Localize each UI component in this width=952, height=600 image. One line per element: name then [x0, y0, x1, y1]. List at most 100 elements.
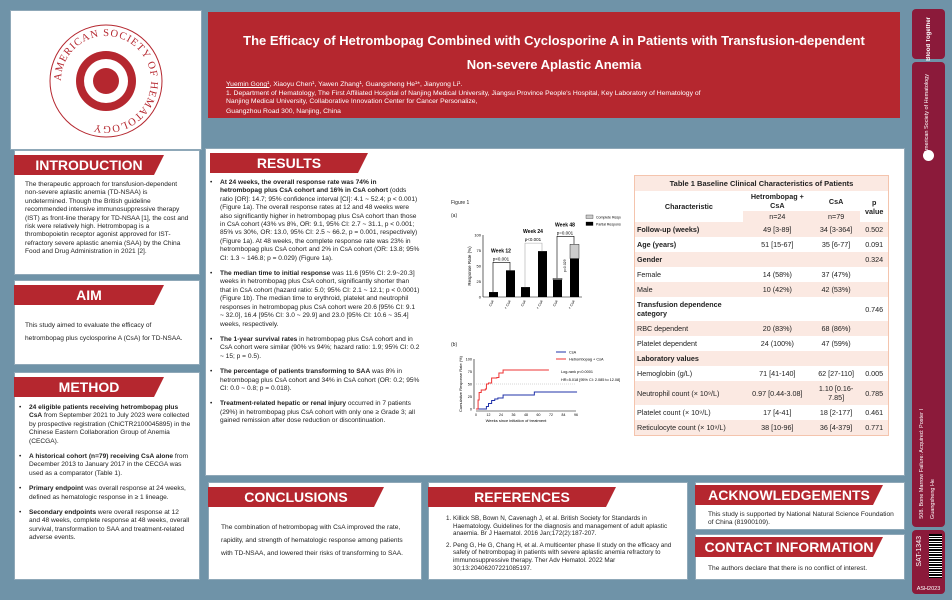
x-tick-label: 84	[562, 413, 566, 417]
x-tick-label: CsA	[488, 299, 495, 307]
cell-csa: 34 [3-364]	[819, 225, 853, 234]
x-axis-label: Weeks since initiation of treatment	[486, 418, 548, 423]
table-row: Platelet dependent 24 (100%) 47 (59%)	[635, 336, 888, 351]
cell-label: Age (years)	[637, 240, 677, 249]
table-row: Age (years) 51 [15-67] 35 [6-77] 0.091	[635, 237, 888, 252]
contact-text: The authors declare that there is no con…	[708, 565, 868, 572]
cell-csa: 18 [2-177]	[819, 408, 853, 417]
legend-swatch	[585, 221, 594, 226]
method-item: 24 eligible patients receiving hetrombop…	[17, 404, 191, 446]
results-section: RESULTS At 24 weeks, the overall respons…	[205, 148, 905, 476]
table-row: Reticulocyte count (× 10⁹/L) 38 [10-96] 36…	[635, 420, 888, 435]
legend-label: CsA	[569, 351, 577, 355]
brand-badge: Better Blood Together	[912, 9, 945, 80]
col-hetrombopag: Hetrombopag + CsA	[750, 192, 804, 210]
table-row: RBC dependent 20 (83%) 68 (86%)	[635, 321, 888, 336]
cell-het: 51 [15-67]	[761, 240, 794, 249]
n-csa: n=79	[828, 212, 845, 221]
acknowledgements-section: ACKNOWLEDGEMENTS This study is supported…	[695, 482, 905, 530]
cell-p: 0.785	[865, 388, 884, 398]
poster-title-line2: Non-severe Aplastic Anemia	[466, 57, 642, 72]
references-list: Killick SB, Bown N, Cavenagh J, et al. B…	[453, 515, 679, 572]
table-row: Laboratory values	[635, 351, 888, 366]
bar-partial-response	[553, 279, 562, 297]
cell-label: Female	[637, 270, 661, 279]
x-tick-label: CsA	[520, 299, 527, 307]
cell-label: Platelet count (× 10⁹/L)	[637, 408, 711, 417]
presenter-name: Guangsheng He	[930, 478, 936, 519]
method-list: 24 eligible patients receiving hetrombop…	[17, 404, 191, 543]
cell-het: 0.97 [0.44-3.08]	[752, 388, 803, 398]
bar-partial-response	[506, 270, 515, 297]
conclusions-heading: CONCLUSIONS	[208, 487, 384, 507]
y-tick-label: 50	[477, 264, 482, 269]
y-tick-label: 25	[468, 395, 472, 399]
cell-p: 0.502	[865, 225, 884, 234]
bar-partial-response	[521, 287, 530, 297]
x-tick-label: 96	[574, 413, 578, 417]
y-tick-label: 25	[477, 279, 482, 284]
km-curve	[476, 369, 549, 410]
co-authors: , Xiaoyu Chen¹, Yawen Zhang¹, Guangsheng…	[269, 81, 463, 88]
affiliation: 1. Department of Hematology, The First A…	[226, 89, 701, 106]
cell-het: 24 (100%)	[760, 339, 794, 348]
col-characteristic: Characteristic	[664, 202, 713, 211]
poster-title: The Efficacy of Hetrombopag Combined wit…	[243, 33, 865, 48]
figure-title: Figure 1	[451, 200, 470, 206]
cell-label: Male	[637, 285, 653, 294]
cell-csa: 62 [27-110]	[818, 369, 855, 378]
authors: Yuemin Gong¹, Xiaoyu Chen¹, Yawen Zhang¹…	[226, 81, 706, 90]
p-value-label: p<0.001	[493, 256, 510, 261]
method-section: METHOD 24 eligible patients receiving he…	[14, 372, 200, 580]
cell-label: Neutrophil count (× 10⁹/L)	[637, 388, 720, 398]
poster-id-badge: SAT-1343 ASH2023	[912, 530, 945, 594]
cell-csa	[812, 252, 861, 267]
logo-panel: AMERICAN SOCIETY OF HEMATOLOGY	[10, 10, 202, 150]
table-row: Gender 0.324	[635, 252, 888, 267]
cell-label: RBC dependent	[637, 324, 689, 333]
ash-name: American Society of Hematology	[924, 74, 930, 154]
x-tick-label: CsA	[552, 299, 559, 307]
cell-p: 0.771	[865, 423, 884, 432]
cell-het	[743, 351, 812, 366]
ash-emblem-icon	[923, 150, 934, 161]
cell-label: Laboratory values	[637, 354, 699, 363]
poster-id: SAT-1343	[916, 536, 923, 567]
cell-csa	[812, 297, 861, 321]
bar-complete-response	[552, 278, 563, 280]
result-item: The median time to initial response was …	[208, 270, 420, 329]
x-tick-label: 60	[537, 413, 541, 417]
references-section: REFERENCES Killick SB, Bown N, Cavenagh …	[428, 482, 688, 580]
y-tick-label: 0	[479, 295, 482, 300]
cell-p	[860, 321, 888, 336]
conclusions-section: CONCLUSIONS The combination of hetrombop…	[208, 482, 422, 580]
y-tick-label: 100	[474, 233, 481, 238]
x-tick-label: 36	[512, 413, 516, 417]
y-tick-label: 75	[468, 370, 472, 374]
table-row: Male 10 (42%) 42 (53%)	[635, 282, 888, 297]
cell-het: 17 [4-41]	[763, 408, 792, 417]
x-tick-label: 72	[549, 413, 553, 417]
references-heading: REFERENCES	[428, 487, 616, 507]
table-row: Neutrophil count (× 10⁹/L) 0.97 [0.44-3.0…	[635, 381, 888, 405]
table-row: Platelet count (× 10⁹/L) 17 [4-41] 18 [2-1…	[635, 405, 888, 420]
cell-csa: 1.10 [0.16-7.85]	[818, 384, 854, 402]
table-row: Follow-up (weeks) 49 [3-89] 34 [3-364] 0.50…	[635, 222, 888, 237]
x-tick-label: 0	[475, 413, 477, 417]
bar-partial-response	[538, 251, 547, 297]
contact-heading: CONTACT INFORMATION	[695, 537, 883, 557]
result-item: Treatment-related hepatic or renal injur…	[208, 400, 420, 425]
x-tick-label: 24	[499, 413, 503, 417]
cumulative-response-chart: 0 25 50 75 100 0 12 24 36 48 60 72 84 96 Weeks since i…	[458, 351, 620, 424]
n-hetrombopag: n=24	[769, 212, 786, 221]
conclusions-text: The combination of hetrombopag with CsA …	[221, 524, 404, 557]
reference-item: Peng G, He G, Chang H, et al. A multicen…	[453, 542, 679, 572]
cell-het: 71 [41-140]	[759, 369, 796, 378]
x-tick-label: Hetrombopag + CsA	[492, 299, 512, 309]
p-value-label: p<0.001	[525, 237, 542, 242]
table-title: Table 1 Baseline Clinical Characteristic…	[669, 179, 854, 188]
km-curve	[476, 391, 578, 410]
col-p-value: p value	[864, 197, 884, 216]
cell-csa: 37 (47%)	[821, 270, 851, 279]
baseline-table: Table 1 Baseline Clinical Characteristic…	[634, 175, 889, 436]
